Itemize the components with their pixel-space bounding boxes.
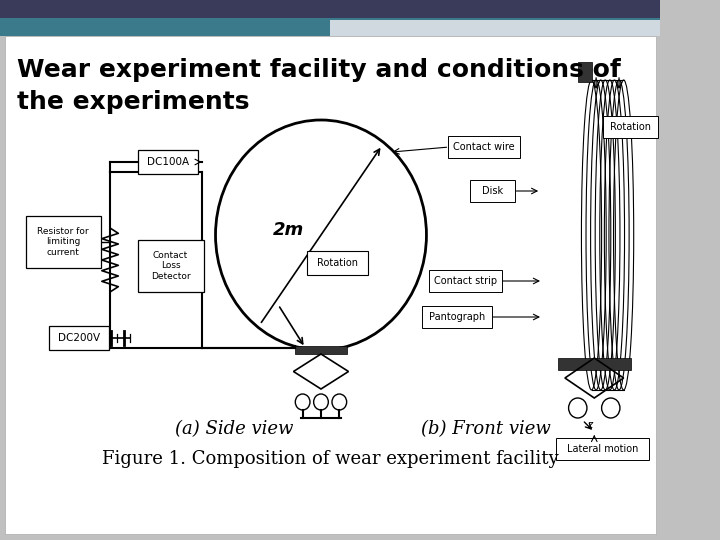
Text: Disk: Disk (482, 186, 503, 196)
Text: Contact
Loss
Detector: Contact Loss Detector (150, 251, 190, 281)
Text: Contact strip: Contact strip (434, 276, 497, 286)
Text: DC100A: DC100A (147, 157, 189, 167)
Text: (a) Side view: (a) Side view (175, 420, 293, 438)
FancyBboxPatch shape (603, 116, 657, 138)
Text: Resistor for
limiting
current: Resistor for limiting current (37, 227, 89, 257)
FancyBboxPatch shape (49, 326, 109, 350)
FancyBboxPatch shape (138, 150, 198, 174)
FancyBboxPatch shape (422, 306, 492, 328)
Text: Contact wire: Contact wire (453, 142, 515, 152)
FancyBboxPatch shape (470, 180, 516, 202)
FancyBboxPatch shape (307, 251, 368, 275)
Bar (557, 358, 631, 370)
Text: Rotation: Rotation (610, 122, 651, 132)
Text: Pantograph: Pantograph (428, 312, 485, 322)
Text: DC200V: DC200V (58, 333, 100, 343)
Text: 2m: 2m (274, 221, 305, 239)
Text: Wear experiment facility and conditions of: Wear experiment facility and conditions … (17, 58, 620, 82)
FancyBboxPatch shape (556, 438, 649, 460)
FancyBboxPatch shape (448, 136, 520, 158)
Text: (b) Front view: (b) Front view (421, 420, 551, 438)
Text: the experiments: the experiments (17, 90, 249, 114)
Text: Rotation: Rotation (317, 258, 358, 268)
FancyBboxPatch shape (138, 240, 204, 292)
Bar (577, 62, 592, 82)
Text: Figure 1. Composition of wear experiment facility: Figure 1. Composition of wear experiment… (102, 450, 559, 468)
Text: z: z (587, 420, 593, 430)
Bar (0, 0, 660, 18)
Text: Lateral motion: Lateral motion (567, 444, 638, 454)
Bar (0, 18, 660, 36)
Bar (295, 346, 346, 354)
FancyBboxPatch shape (429, 270, 502, 292)
Bar (330, 20, 660, 36)
FancyBboxPatch shape (26, 216, 101, 268)
